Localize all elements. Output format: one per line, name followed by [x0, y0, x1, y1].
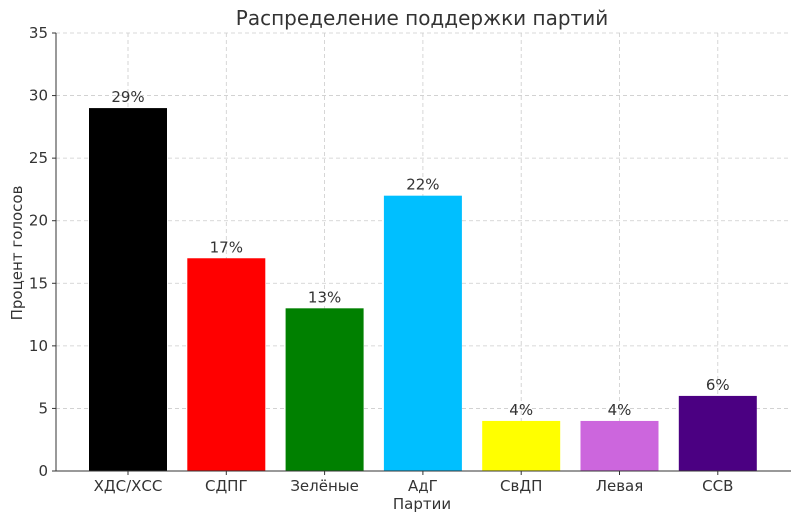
bars: [89, 108, 757, 471]
x-axis-label: Партии: [393, 495, 451, 513]
y-tick-label: 0: [38, 462, 48, 480]
y-tick-label: 20: [29, 212, 48, 230]
y-tick-label: 25: [29, 149, 48, 167]
x-tick-label: Зелёные: [290, 477, 359, 495]
x-tick-label: СДПГ: [205, 477, 248, 495]
y-tick-label: 30: [29, 87, 48, 105]
bar: [383, 195, 462, 471]
x-tick-label: АдГ: [408, 477, 438, 495]
bar-value-label: 4%: [608, 401, 632, 419]
bar: [187, 258, 266, 471]
bar-value-label: 6%: [706, 376, 730, 394]
x-tick-label: ССВ: [702, 477, 733, 495]
bar: [580, 420, 659, 471]
bar-value-label: 13%: [308, 288, 341, 306]
chart-title: Распределение поддержки партий: [236, 6, 608, 30]
bar-value-label: 29%: [111, 88, 144, 106]
labels: 0 5 10 15 20 25 30 35 29% ХДС/ХСС 17% СДПГ 13% Зелёны…: [29, 24, 734, 495]
x-tick-label: СвДП: [500, 477, 542, 495]
bar-value-label: 17%: [210, 238, 243, 256]
axes: [52, 32, 791, 475]
y-tick-label: 10: [29, 337, 48, 355]
x-tick-label: ХДС/ХСС: [94, 477, 163, 495]
bar: [678, 395, 757, 471]
y-tick-label: 15: [29, 274, 48, 292]
x-tick-label: Левая: [596, 477, 644, 495]
bar-value-label: 22%: [406, 176, 439, 194]
bar: [482, 420, 561, 471]
bar: [89, 108, 167, 471]
y-axis-label: Процент голосов: [8, 186, 26, 321]
y-tick-label: 5: [38, 399, 48, 417]
bar-value-label: 4%: [509, 401, 533, 419]
bar: [285, 308, 364, 471]
y-tick-label: 35: [29, 24, 48, 42]
